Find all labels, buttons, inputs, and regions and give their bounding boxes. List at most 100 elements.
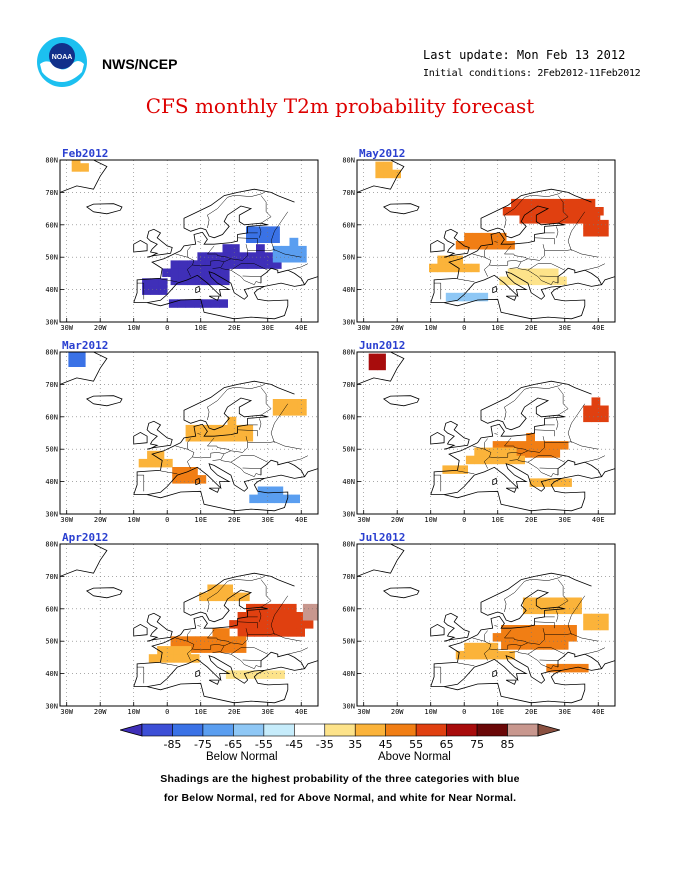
map-panel-mar2012: Mar2012 80N 70N 60N 50N 40N 30N 30W 20W 10W 0 10E 2…: [45, 339, 356, 552]
lon-tick-label: 30E: [261, 516, 274, 524]
map-panel-jun2012: Jun2012 80N 70N 60N 50N 40N 30N 30W 20W 10W 0 10E 2…: [342, 339, 653, 552]
lon-tick-label: 0: [462, 516, 466, 524]
lat-tick-label: 60N: [342, 413, 355, 421]
colorbar-arrow-left: [120, 723, 143, 737]
lat-tick-label: 30N: [342, 319, 355, 327]
lon-tick-label: 20E: [525, 324, 538, 332]
colorbar-tick-label: 55: [409, 738, 423, 751]
lon-tick-label: 20W: [391, 516, 404, 524]
agency-name: NWS/NCEP: [102, 56, 178, 72]
colorbar-swatch: [507, 723, 539, 737]
anomaly-region: [225, 670, 285, 679]
lon-tick-label: 40E: [592, 324, 605, 332]
map-background: [357, 352, 615, 514]
colorbar-tick-label: 85: [501, 738, 515, 751]
lon-tick-label: 30W: [60, 324, 73, 332]
colorbar-swatch: [141, 723, 173, 737]
panel-title: Apr2012: [62, 531, 109, 544]
lon-tick-label: 40E: [295, 324, 308, 332]
anomaly-region: [465, 447, 525, 465]
lat-tick-label: 60N: [45, 413, 58, 421]
country-borders: [434, 192, 606, 300]
lat-tick-label: 50N: [342, 446, 355, 454]
coastlines: [357, 160, 615, 320]
lon-tick-label: 10W: [424, 324, 437, 332]
below-normal-label: Below Normal: [206, 751, 278, 763]
lon-tick-label: 30W: [60, 708, 73, 716]
colorbar-tick-label: 75: [470, 738, 484, 751]
lon-tick-label: 20W: [94, 516, 107, 524]
country-borders: [434, 384, 606, 492]
lon-tick-label: 10W: [127, 324, 140, 332]
lon-tick-label: 10W: [127, 516, 140, 524]
anomaly-region: [272, 237, 307, 263]
country-borders: [434, 576, 606, 684]
coastlines: [60, 352, 318, 512]
caption-line-1: Shadings are the highest probability of …: [160, 773, 520, 785]
lat-tick-label: 30N: [45, 703, 58, 711]
panel-title: Feb2012: [62, 147, 109, 160]
anomaly-region: [375, 161, 401, 179]
lat-tick-label: 60N: [342, 221, 355, 229]
lon-tick-label: 20W: [94, 324, 107, 332]
coastlines: [357, 352, 615, 512]
anomaly-region: [302, 603, 318, 621]
lon-tick-label: 0: [165, 324, 169, 332]
lon-tick-label: 0: [165, 708, 169, 716]
colorbar-swatch: [476, 723, 508, 737]
country-borders: [137, 576, 309, 684]
lat-tick-label: 50N: [45, 254, 58, 262]
map-frame: [356, 543, 616, 707]
lat-tick-label: 60N: [342, 605, 355, 613]
figure-title: CFS monthly T2m probability forecast: [145, 94, 535, 118]
colorbar-arrow-right: [537, 723, 560, 737]
lon-tick-label: 10E: [194, 324, 207, 332]
colorbar-swatch: [263, 723, 295, 737]
lon-tick-label: 10W: [127, 708, 140, 716]
lon-tick-label: 40E: [592, 708, 605, 716]
map-frame: [59, 159, 319, 323]
colorbar-swatch: [202, 723, 234, 737]
lon-tick-label: 20E: [228, 324, 241, 332]
anomaly-region: [455, 642, 515, 660]
lat-tick-label: 40N: [45, 670, 58, 678]
panel-title: Jul2012: [359, 531, 406, 544]
lat-tick-label: 70N: [342, 381, 355, 389]
lat-tick-label: 60N: [45, 221, 58, 229]
colorbar-tick-label: -55: [255, 738, 273, 751]
anomaly-region: [583, 397, 609, 423]
above-normal-label: Above Normal: [378, 751, 451, 763]
lat-tick-label: 40N: [45, 286, 58, 294]
lon-tick-label: 20E: [228, 516, 241, 524]
lat-tick-label: 50N: [342, 254, 355, 262]
anomaly-region: [455, 232, 515, 250]
coastlines: [60, 544, 318, 704]
lon-tick-label: 10E: [194, 708, 207, 716]
lat-tick-label: 70N: [342, 573, 355, 581]
lon-tick-label: 10E: [194, 516, 207, 524]
lon-tick-label: 10W: [424, 516, 437, 524]
anomaly-region: [142, 278, 168, 295]
lat-tick-label: 50N: [45, 638, 58, 646]
anomaly-region: [583, 211, 609, 237]
colorbar-tick-label: -35: [316, 738, 334, 751]
panel-title: Mar2012: [62, 339, 109, 352]
anomaly-region: [502, 198, 604, 224]
anomaly-region: [138, 450, 173, 468]
lat-tick-label: 70N: [45, 189, 58, 197]
lat-tick-label: 30N: [342, 511, 355, 519]
anomaly-region: [246, 226, 280, 243]
map-panel-may2012: May2012 80N 70N 60N 50N 40N 30N 30W 20W 10W 0 10E 2…: [342, 147, 653, 360]
lon-tick-label: 30W: [357, 708, 370, 716]
colorbar-swatch: [446, 723, 478, 737]
map-frame: [59, 543, 319, 707]
lon-tick-label: 30W: [357, 516, 370, 524]
anomaly-region: [368, 353, 386, 371]
lat-tick-label: 80N: [342, 349, 355, 357]
graticule: [60, 352, 318, 514]
lon-tick-label: 30E: [558, 516, 571, 524]
colorbar-tick-label: -85: [163, 738, 181, 751]
